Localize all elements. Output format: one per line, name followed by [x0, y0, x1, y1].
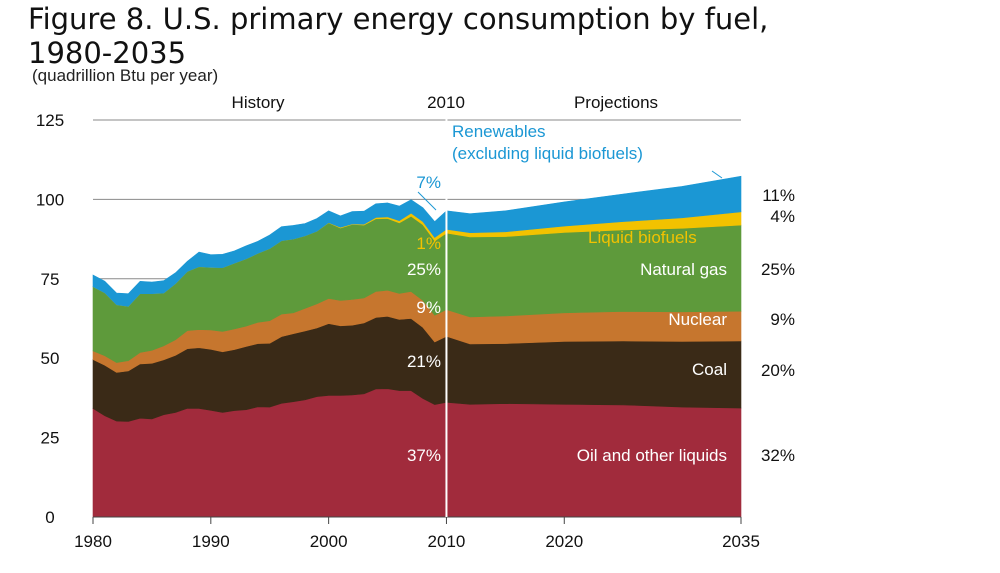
- share-2010-liquid-biofuels: 1%: [416, 234, 441, 253]
- share-2010-coal: 21%: [407, 352, 441, 371]
- liquid-biofuels-label: Liquid biofuels: [588, 228, 697, 247]
- y-tick-label-25: 25: [41, 429, 60, 448]
- y-tick-label-100: 100: [36, 190, 64, 209]
- share-2035-liquid-biofuels: 4%: [770, 207, 795, 226]
- projections-header: Projections: [574, 93, 658, 112]
- y-tick-label-50: 50: [41, 349, 60, 368]
- coal-label: Coal: [692, 360, 727, 379]
- x-tick-label-2020: 2020: [545, 532, 583, 551]
- share-2010-renewables-leader: [417, 191, 437, 211]
- x-tick-label-2035: 2035: [722, 532, 760, 551]
- chart-title-line1: Figure 8. U.S. primary energy consumptio…: [28, 2, 769, 36]
- shares-2010: 7% 1% 25% 9% 21% 37%: [407, 173, 441, 465]
- share-2035-natural-gas: 25%: [761, 260, 795, 279]
- divider-year-header: 2010: [427, 93, 465, 112]
- x-tick-label-1980: 1980: [74, 532, 112, 551]
- chart-title: Figure 8. U.S. primary energy consumptio…: [28, 2, 768, 70]
- renewables-label-line2: (excluding liquid biofuels): [452, 144, 643, 163]
- axes: 1980 1990 2000 2010 2020 2035 0 25 50 75 100 125: [36, 111, 760, 551]
- share-2035-renewables: 11%: [762, 186, 795, 205]
- share-2035-coal: 20%: [761, 361, 795, 380]
- x-tick-label-1990: 1990: [192, 532, 230, 551]
- y-tick-label-125: 125: [36, 111, 64, 130]
- oil-label: Oil and other liquids: [577, 446, 727, 465]
- area-renewables-excluding-liquid-biofuels: [92, 175, 742, 307]
- y-tick-label-0: 0: [45, 508, 54, 527]
- nuclear-label: Nuclear: [668, 310, 727, 329]
- natural-gas-label: Natural gas: [640, 260, 727, 279]
- x-tick-label-2000: 2000: [310, 532, 348, 551]
- share-2010-renewables: 7%: [416, 173, 441, 192]
- renewables-leader-line: [711, 170, 723, 179]
- shares-2035: 11% 4% 25% 9% 20% 32%: [761, 186, 795, 465]
- units-label: (quadrillion Btu per year): [32, 66, 219, 85]
- share-2010-nuclear: 9%: [416, 298, 441, 317]
- x-tick-label-2010: 2010: [428, 532, 466, 551]
- share-2010-oil: 37%: [407, 446, 441, 465]
- share-2010-natural-gas: 25%: [407, 260, 441, 279]
- share-2035-oil: 32%: [761, 446, 795, 465]
- y-tick-label-75: 75: [41, 270, 60, 289]
- chart-title-line2: 1980-2035: [28, 36, 187, 70]
- history-header: History: [232, 93, 285, 112]
- area-series: [92, 175, 742, 518]
- share-2035-nuclear: 9%: [770, 310, 795, 329]
- section-headers: History 2010 Projections: [232, 93, 659, 112]
- series-labels: Renewables (excluding liquid biofuels) L…: [452, 122, 727, 465]
- renewables-label-line1: Renewables: [452, 122, 546, 141]
